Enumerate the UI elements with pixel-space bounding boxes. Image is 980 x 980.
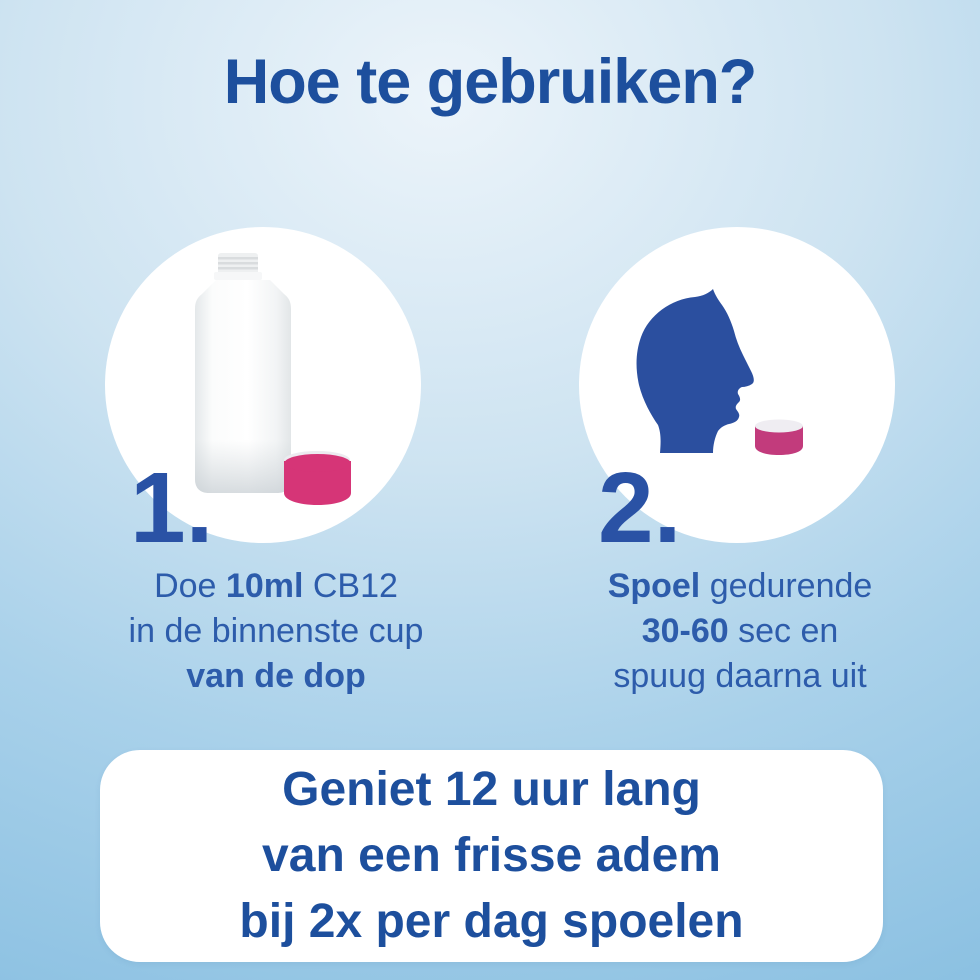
page-title: Hoe te gebruiken? [223, 47, 758, 117]
footer-line: bij 2x per dag spoelen [239, 895, 744, 948]
caption-line: Doe 10ml CB12 [154, 567, 398, 605]
step-1-caption: Doe 10ml CB12 in de binnenste cup van de… [46, 564, 506, 699]
footer-card: Geniet 12 uur lang van een frisse adem b… [100, 750, 883, 962]
step-2-number: 2. [598, 452, 682, 564]
step-2-circle [579, 227, 895, 543]
caption-line: 30-60 sec en [641, 612, 839, 650]
bottle-and-cap-icon [195, 253, 351, 505]
step-1-number: 1. [130, 452, 214, 564]
step-1-circle [105, 227, 421, 543]
footer-line: van een frisse adem [262, 829, 721, 882]
caption-line: spuug daarna uit [613, 657, 867, 695]
footer-line: Geniet 12 uur lang [282, 763, 701, 816]
step-2-caption: Spoel gedurende 30-60 sec en spuug daarn… [510, 564, 970, 699]
caption-line: in de binnenste cup [128, 612, 424, 650]
caption-line: Spoel gedurende [607, 567, 873, 605]
head-profile-rinse-icon [636, 289, 803, 455]
caption-line: van de dop [186, 657, 366, 695]
